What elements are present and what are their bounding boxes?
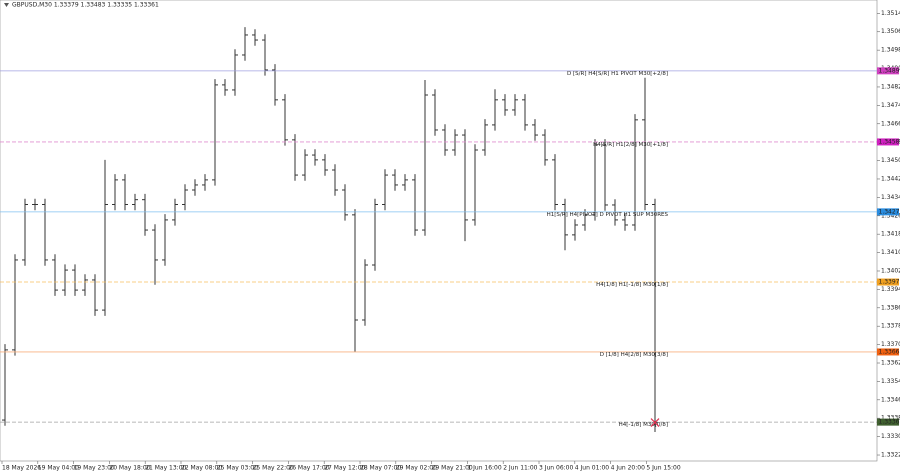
y-tick-label: 1.33220 bbox=[881, 452, 900, 459]
y-tick-label: 1.34180 bbox=[881, 231, 900, 238]
x-tick-label: 22 May 08:00 bbox=[181, 465, 222, 472]
x-tick-label: 18 May 2026 bbox=[2, 465, 41, 472]
level-text: D [S/R] H4[S/R] H1 PIVOT M30[+2/8] bbox=[567, 71, 668, 77]
price-tag-label: 1.33972 bbox=[879, 279, 900, 286]
price-tag-label: 1.34277 bbox=[879, 208, 900, 215]
x-tick-label: 29 May 21:00 bbox=[432, 465, 473, 472]
x-tick-label: 19 May 04:00 bbox=[38, 465, 79, 472]
price-tag-label: 1.34581 bbox=[879, 138, 900, 145]
y-tick-label: 1.34980 bbox=[881, 47, 900, 54]
price-tag bbox=[877, 278, 899, 286]
y-tick-label: 1.34020 bbox=[881, 267, 900, 274]
y-tick-label: 1.33380 bbox=[881, 415, 900, 422]
price-tag bbox=[877, 138, 899, 146]
chart-title: GBPUSD,M30 1.33379 1.33483 1.33335 1.333… bbox=[12, 2, 159, 9]
y-tick-label: 1.35060 bbox=[881, 28, 900, 35]
x-tick-label: 1 Jun 16:00 bbox=[467, 465, 501, 472]
x-tick-label: 19 May 23:00 bbox=[74, 465, 115, 472]
price-tag-label: 1.33668 bbox=[879, 348, 900, 355]
x-tick-label: 25 May 22:00 bbox=[253, 465, 294, 472]
price-tag-label: 1.34890 bbox=[879, 67, 900, 74]
y-tick-label: 1.34500 bbox=[881, 157, 900, 164]
level-text: H4[-1/8] M30[0/8] bbox=[619, 422, 668, 428]
x-tick-label: 28 May 07:00 bbox=[360, 465, 401, 472]
x-tick-label: 5 Jun 15:00 bbox=[646, 465, 680, 472]
y-tick-label: 1.33300 bbox=[881, 433, 900, 440]
y-tick-label: 1.33780 bbox=[881, 323, 900, 330]
y-tick-label: 1.34660 bbox=[881, 120, 900, 127]
price-tag-label: 1.33363 bbox=[879, 419, 900, 426]
y-tick-label: 1.35140 bbox=[881, 10, 900, 17]
price-tag bbox=[877, 208, 899, 216]
plot-area bbox=[0, 0, 878, 462]
y-tick-label: 1.33540 bbox=[881, 378, 900, 385]
y-tick-label: 1.34420 bbox=[881, 175, 900, 182]
y-tick-label: 1.34820 bbox=[881, 83, 900, 90]
x-tick-label: 4 Jun 20:00 bbox=[611, 465, 645, 472]
y-tick-label: 1.33940 bbox=[881, 286, 900, 293]
price-tag bbox=[877, 67, 899, 75]
y-tick-label: 1.34740 bbox=[881, 102, 900, 109]
x-tick-label: 26 May 17:00 bbox=[288, 465, 329, 472]
price-tag bbox=[877, 348, 899, 356]
x-tick-label: 3 Jun 06:00 bbox=[539, 465, 573, 472]
price-tag bbox=[877, 418, 899, 426]
level-text: H4[S/R] H1[2/8] M30[+1/8] bbox=[593, 142, 668, 148]
level-text: H1[S/R] H4[PIVOT] D PIVOT H1 SUP M30RES bbox=[547, 212, 669, 218]
y-tick-label: 1.34100 bbox=[881, 249, 900, 256]
y-tick-label: 1.33620 bbox=[881, 360, 900, 367]
x-tick-label: 27 May 12:00 bbox=[324, 465, 365, 472]
x-tick-label: 21 May 13:00 bbox=[145, 465, 186, 472]
x-tick-label: 29 May 02:00 bbox=[396, 465, 437, 472]
x-tick-label: 2 Jun 11:00 bbox=[503, 465, 537, 472]
last-price-marker bbox=[650, 418, 660, 428]
y-tick-label: 1.33860 bbox=[881, 304, 900, 311]
x-tick-label: 25 May 03:00 bbox=[217, 465, 258, 472]
symbol-icon bbox=[4, 3, 9, 7]
y-tick-label: 1.34260 bbox=[881, 212, 900, 219]
y-tick-label: 1.34340 bbox=[881, 194, 900, 201]
y-tick-label: 1.33700 bbox=[881, 341, 900, 348]
x-tick-label: 20 May 18:00 bbox=[109, 465, 150, 472]
y-tick-label: 1.33460 bbox=[881, 396, 900, 403]
level-text: D [1/8] H4[2/8] M30[3/8] bbox=[600, 352, 668, 358]
level-text: H4[1/8] H1[-1/8] M30[1/8] bbox=[596, 282, 668, 288]
x-tick-label: 4 Jun 01:00 bbox=[575, 465, 609, 472]
